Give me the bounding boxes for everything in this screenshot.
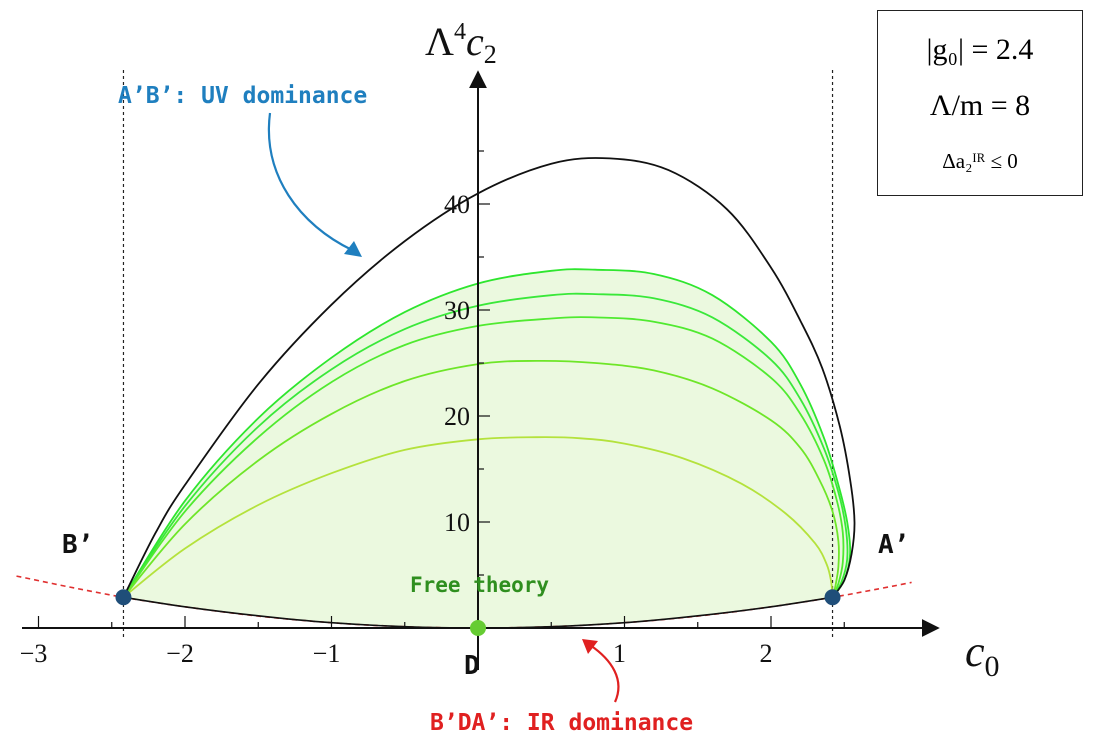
point-d <box>470 620 486 636</box>
y-tick-label: 10 <box>444 508 470 537</box>
label-b-prime: B’ <box>62 530 93 560</box>
label-ir-dominance: B’DA’: IR dominance <box>430 710 693 736</box>
label-uv-dominance: A’B’: UV dominance <box>118 83 367 109</box>
y-tick-label: 20 <box>444 402 470 431</box>
point-a <box>824 589 841 606</box>
x-tick-label: 1 <box>613 639 626 668</box>
param-lambda-m: Λ/m = 8 <box>929 89 1031 122</box>
uv-arrow-shaft <box>267 112 353 251</box>
y-axis-title: Λ4c2 <box>425 19 497 69</box>
x-tick-label: 2 <box>760 639 773 668</box>
parameter-box: |g₀| = 2.4 Λ/m = 8 Δa₂ᴵᴿ ≤ 0 <box>877 10 1083 196</box>
green-curve-3 <box>122 316 845 598</box>
param-delta-a2: Δa₂ᴵᴿ ≤ 0 <box>942 149 1018 173</box>
x-axis-title: c0 <box>965 627 1000 683</box>
uv-arrow-head <box>344 241 362 257</box>
param-g0: |g₀| = 2.4 <box>926 33 1034 66</box>
allowed-region-fill <box>123 269 851 628</box>
green-curve-2 <box>122 292 849 598</box>
y-tick-label: 40 <box>444 190 470 219</box>
label-d: D <box>464 651 480 681</box>
label-a-prime: A’ <box>878 530 909 560</box>
x-tick-label: −1 <box>313 639 341 668</box>
ir-arrow-shaft <box>589 644 620 703</box>
label-free-theory: Free theory <box>410 573 549 597</box>
y-tick-label: 30 <box>444 296 470 325</box>
ir-arrow-head <box>582 639 598 654</box>
green-curve-5 <box>122 436 834 599</box>
point-b <box>115 589 132 606</box>
x-tick-label: −2 <box>166 639 194 668</box>
green-curve-4 <box>122 359 840 598</box>
green-curve-1 <box>122 268 852 598</box>
x-tick-label: −3 <box>20 639 48 668</box>
uv-boundary-curve <box>122 157 856 598</box>
